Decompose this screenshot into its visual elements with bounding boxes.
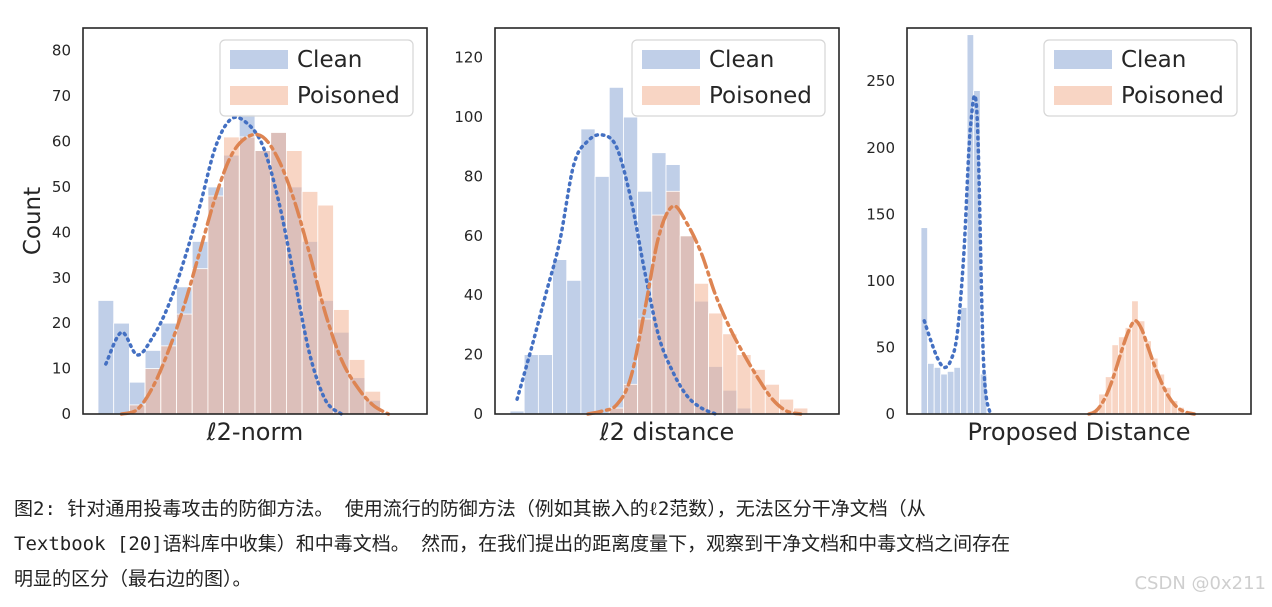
histogram-bar [223,136,240,415]
series-poisoned-kde-line [586,204,803,416]
series-clean-kde-line [922,93,992,416]
series-clean-kde-line [104,115,344,416]
histogram-bar [722,333,738,415]
y-tick-label: 80 [52,42,71,60]
legend: Clean Poisoned [1043,39,1238,117]
histogram-bar [301,191,319,415]
legend-label-poisoned: Poisoned [709,83,812,109]
y-tick-label: 80 [464,167,483,185]
histogram-bar [933,367,942,415]
histogram-bar [608,86,624,415]
histogram-bar [566,279,582,415]
legend-swatch-clean [1054,50,1112,69]
series-poisoned-kde-line [1087,319,1196,416]
histogram-bar [966,34,975,415]
histogram-bar [238,136,256,415]
y-tick-label: 40 [464,286,483,304]
axes-frame [906,27,1252,415]
y-tick-label: 10 [52,360,71,378]
legend-label-clean: Clean [709,47,774,73]
y-tick-label: 150 [866,205,895,223]
y-tick-label: 120 [454,49,483,67]
axes-frame [82,27,428,415]
y-tick-label: 60 [52,133,71,151]
legend-swatch-poisoned [642,86,700,105]
chart-panel-2: 0 20 40 60 80 100 120 ℓ2 distance Clean Poisoned [454,27,840,446]
legend-label-clean: Clean [1121,47,1186,73]
legend: Clean Poisoned [219,39,414,117]
histogram-bar [580,128,596,415]
series-poisoned-bars [1091,300,1192,415]
histogram-bar [679,235,695,415]
legend-swatch-poisoned [1054,86,1112,105]
histogram-bar [523,354,539,415]
histogram-bar [927,363,935,415]
y-tick-label: 50 [876,338,895,356]
legend-label-poisoned: Poisoned [1121,83,1224,109]
legend-label-poisoned: Poisoned [297,83,400,109]
y-tick-label: 0 [885,405,895,423]
histogram-bar [113,322,130,415]
histogram-bar [176,313,193,415]
histogram-bar [537,354,553,415]
histogram-bar [946,371,955,415]
caption-line-3: 明显的区分（最右边的图）。 [14,568,252,590]
histogram-bar [708,312,724,415]
y-tick-label: 250 [866,72,895,90]
histogram-bar [953,367,961,415]
series-poisoned-bars [128,132,381,415]
histogram-bar [1131,300,1139,415]
y-tick-label: 20 [464,346,483,364]
legend-swatch-poisoned [230,86,288,105]
histogram-bar [940,373,948,415]
histogram-bar [1111,344,1119,415]
y-tick-label: 100 [454,108,483,126]
y-tick-label: 0 [473,405,483,423]
y-tick-label: 100 [866,272,895,290]
y-tick-label: 0 [61,405,71,423]
caption-line-1: 图2: 针对通用投毒攻击的防御方法。 使用流行的防御方法（例如其嵌入的ℓ2范数）… [14,498,926,520]
watermark: CSDN @0x211 [1134,573,1266,594]
histogram-bar [623,116,639,415]
y-tick-label: 50 [52,178,71,196]
legend: Clean Poisoned [631,39,826,117]
legend-swatch-clean [642,50,700,69]
y-tick-label: 30 [52,269,71,287]
chart-panel-3: 0 50 100 150 200 250 Proposed Distance Clean Poi… [866,27,1252,446]
legend-label-clean: Clean [297,47,362,73]
y-tick-label: 200 [866,139,895,157]
histogram-bar [1098,393,1106,415]
axes-frame [494,27,840,415]
histogram-bar [191,268,209,415]
x-axis-label: Proposed Distance [967,418,1190,446]
histogram-bar [608,407,624,415]
histogram-bar [552,259,568,415]
series-poisoned-kde-line [119,132,391,416]
histogram-bar [1137,320,1146,415]
figure: 0 10 20 30 40 50 60 70 80 ℓ2-norm Count Clean Poison… [20,27,1252,446]
histogram-bar [254,150,272,415]
series-clean-kde-line [515,132,718,416]
caption-line-2: Textbook [20]语料库中收集）和中毒文档。 然而，在我们提出的距离度量… [14,533,1011,555]
y-tick-label: 20 [52,314,71,332]
histogram-bar [207,195,224,415]
histogram-bar [960,307,968,415]
x-axis-label: ℓ2-norm [206,418,304,446]
x-axis-label: ℓ2 distance [599,418,735,446]
figure-caption: 图2: 针对通用投毒攻击的防御方法。 使用流行的防御方法（例如其嵌入的ℓ2范数）… [14,492,1264,597]
histogram-bar [693,282,709,415]
y-tick-label: 70 [52,87,71,105]
histogram-bar [594,176,610,415]
chart-panel-1: 0 10 20 30 40 50 60 70 80 ℓ2-norm Count Clean Poison… [20,27,428,446]
histogram-bar [160,345,177,415]
y-tick-label: 40 [52,223,71,241]
histogram-bar [97,300,115,415]
y-axis-label: Count [20,187,46,255]
legend-swatch-clean [230,50,288,69]
y-tick-label: 60 [464,227,483,245]
